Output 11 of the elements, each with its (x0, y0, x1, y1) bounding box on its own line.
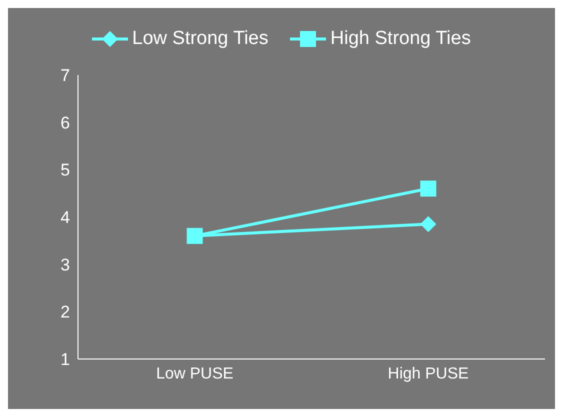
x-tick-label: Low PUSE (156, 365, 234, 382)
y-tick-label: 3 (60, 255, 70, 274)
y-tick-label: 6 (60, 113, 70, 132)
x-tick-label: High PUSE (388, 365, 469, 382)
y-tick-label: 7 (60, 66, 70, 86)
y-tick-label: 2 (60, 302, 70, 322)
legend-label: Low Strong Ties (132, 28, 268, 50)
y-tick-label: 5 (60, 160, 70, 180)
legend-label: High Strong Ties (330, 28, 471, 50)
y-tick-label: 4 (60, 208, 70, 228)
y-tick-label: 1 (60, 350, 70, 370)
